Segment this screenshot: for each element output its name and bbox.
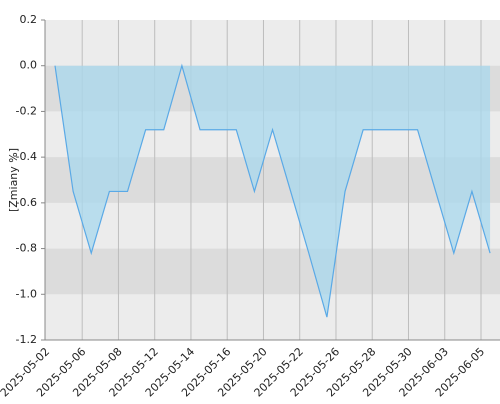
y-tick-label: -1.0 [16,287,37,300]
y-tick-label: -0.4 [16,150,37,163]
y-tick-label: -0.6 [16,196,37,209]
y-tick-label: 0.2 [20,13,38,26]
y-tick-label: -0.2 [16,104,37,117]
y-axis-label: [Zmiany %] [7,148,20,212]
line [54,63,491,318]
y-tick-label: -1.2 [16,333,37,346]
y-tick-label: -0.8 [16,242,37,255]
y-tick-label: 0.0 [20,59,38,72]
band [45,248,500,295]
